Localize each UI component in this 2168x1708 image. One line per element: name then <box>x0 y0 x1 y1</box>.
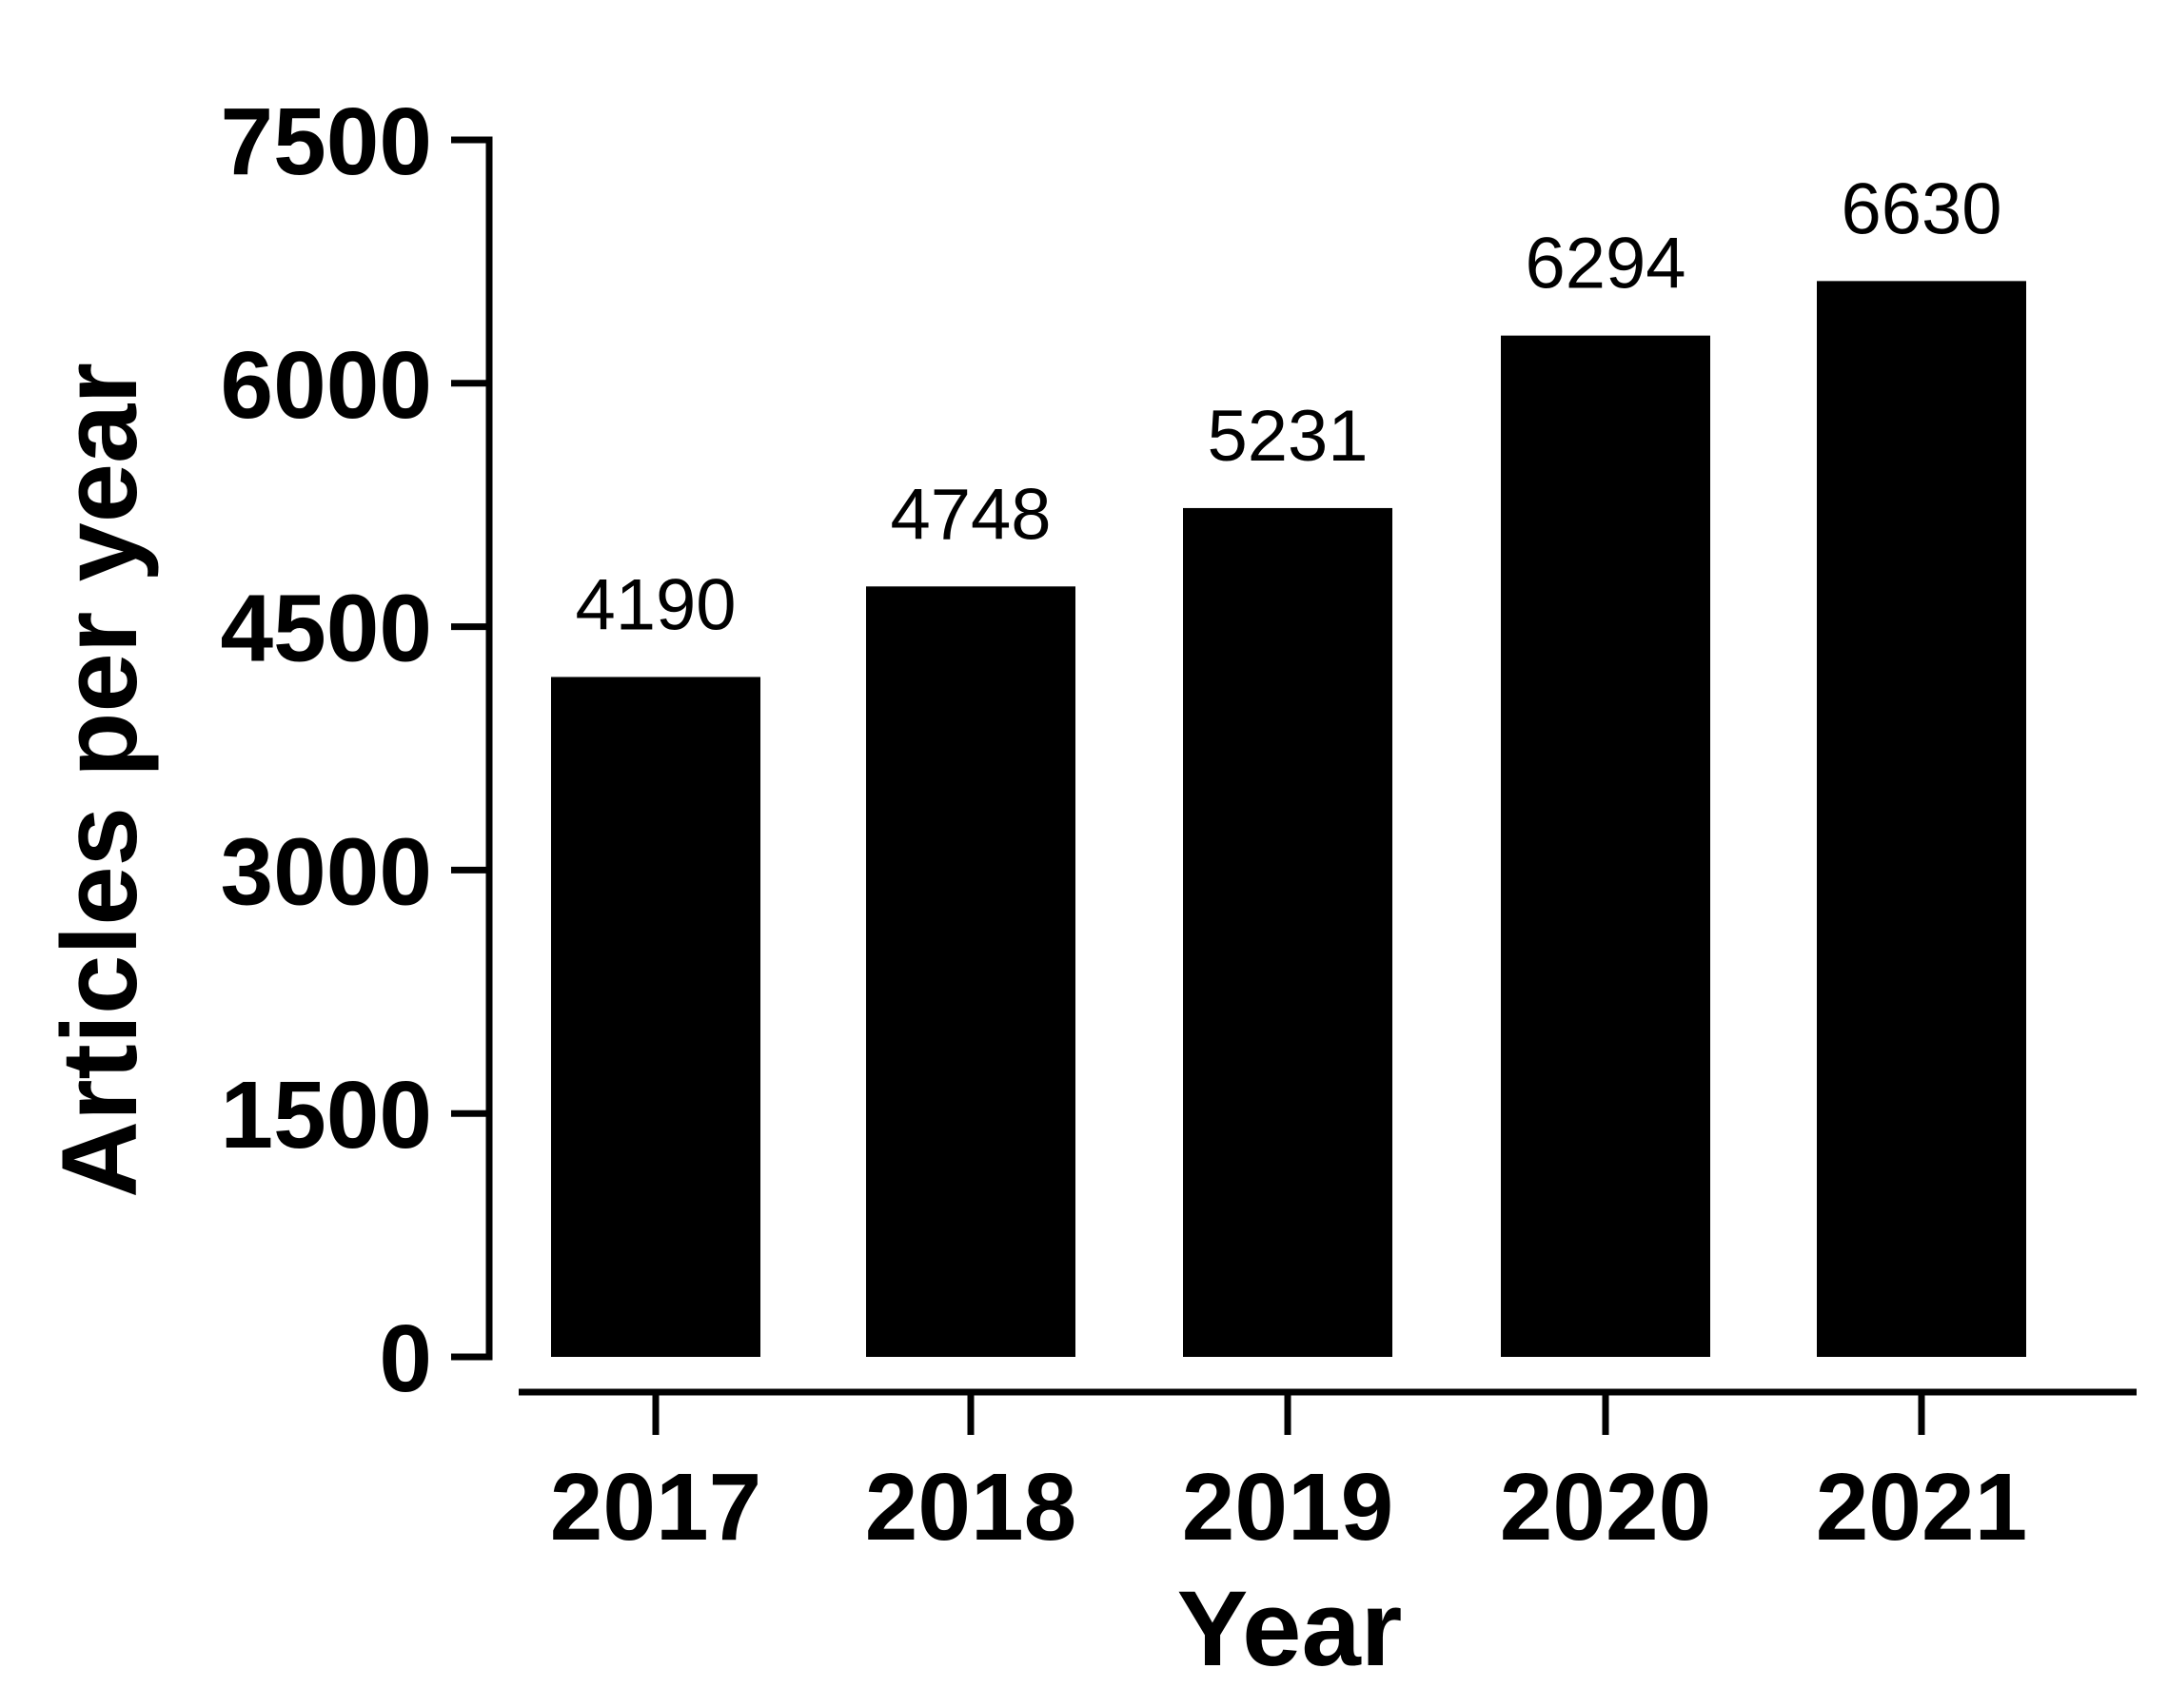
bar-2021 <box>1817 281 2026 1357</box>
x-tick-label-2020: 2020 <box>1500 1454 1711 1561</box>
data-labels: 4190 4748 5231 6294 6630 <box>575 168 2001 645</box>
bar-2019 <box>1183 507 1392 1357</box>
data-label-2019: 5231 <box>1207 396 1368 477</box>
bar-2018 <box>866 586 1075 1357</box>
bar-2017 <box>551 677 760 1357</box>
x-axis-title: Year <box>1177 1569 1403 1688</box>
data-label-2017: 4190 <box>575 564 736 645</box>
y-axis: 0 1500 3000 4500 6000 7500 <box>221 88 493 1412</box>
x-axis: 2017 2018 2019 2020 2021 <box>519 1388 2137 1561</box>
y-tick-label: 4500 <box>221 576 432 682</box>
y-tick-label: 6000 <box>221 332 432 439</box>
x-tick-label-2019: 2019 <box>1182 1454 1393 1561</box>
data-label-2018: 4748 <box>890 474 1051 555</box>
x-tick-label-2017: 2017 <box>550 1454 761 1561</box>
data-label-2020: 6294 <box>1525 224 1685 304</box>
y-tick-label: 3000 <box>221 818 432 925</box>
y-tick-label: 0 <box>379 1306 432 1412</box>
bars <box>551 281 2026 1357</box>
y-axis-title: Articles per year <box>40 363 159 1198</box>
x-tick-label-2018: 2018 <box>865 1454 1076 1561</box>
y-tick-label: 1500 <box>221 1062 432 1168</box>
x-tick-label-2021: 2021 <box>1816 1454 2027 1561</box>
data-label-2021: 6630 <box>1841 168 2001 249</box>
bar-2020 <box>1501 335 1710 1357</box>
y-tick-label: 7500 <box>221 88 432 195</box>
